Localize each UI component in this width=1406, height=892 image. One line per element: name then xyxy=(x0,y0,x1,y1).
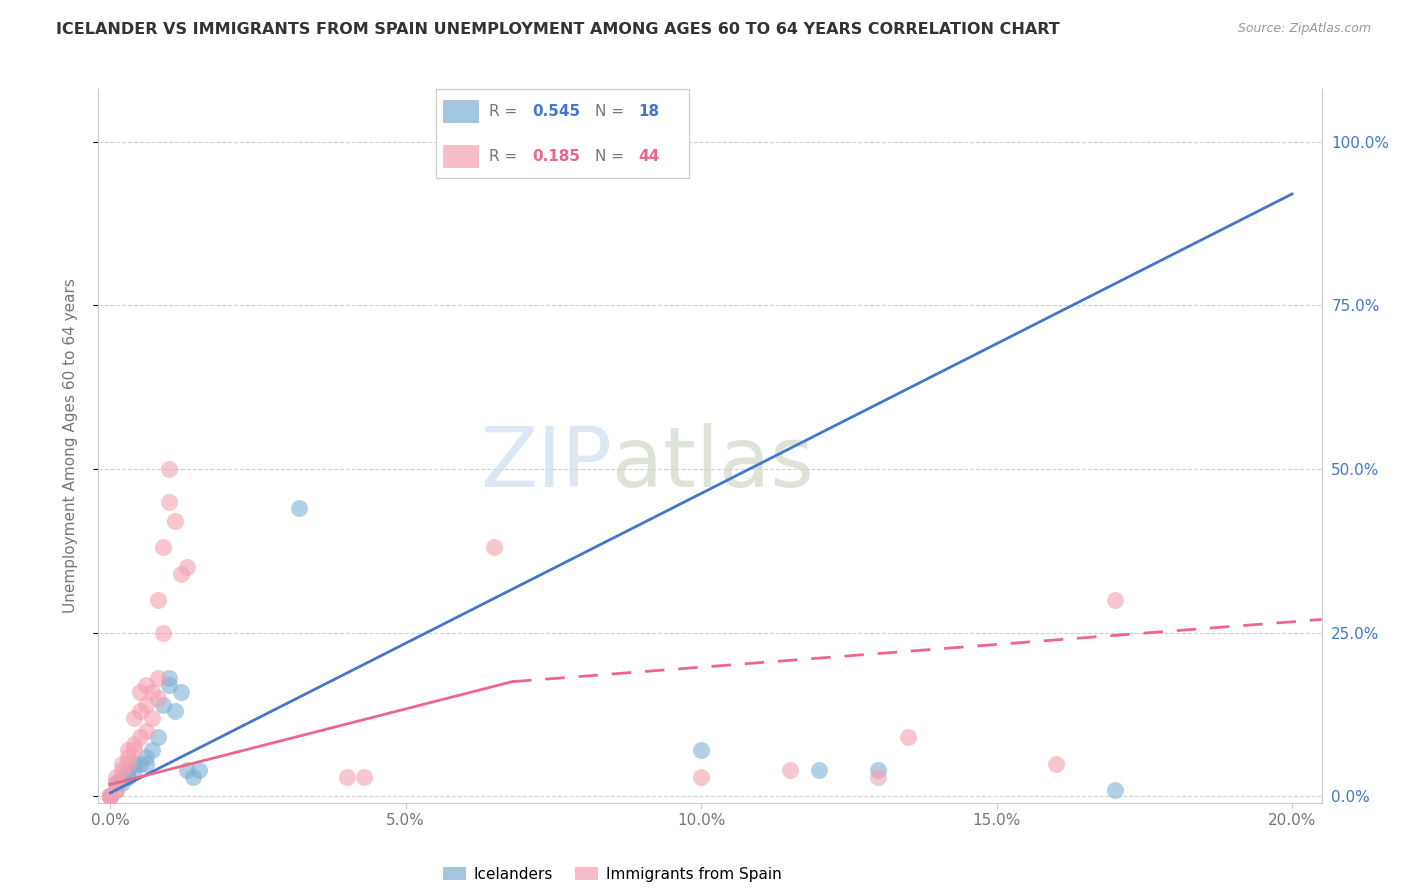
Text: ZIP: ZIP xyxy=(481,424,612,504)
Point xyxy=(128,731,150,745)
Point xyxy=(98,789,121,804)
Point xyxy=(105,782,128,797)
Point xyxy=(117,743,139,757)
Point xyxy=(690,770,713,784)
Point xyxy=(181,770,204,784)
Point xyxy=(336,770,359,784)
Point xyxy=(157,678,180,692)
Bar xyxy=(443,100,479,123)
Point xyxy=(111,756,134,771)
Point xyxy=(1104,592,1126,607)
Point xyxy=(122,737,145,751)
Point xyxy=(98,789,121,804)
Text: 0.545: 0.545 xyxy=(531,104,581,119)
Point xyxy=(105,782,128,797)
Point xyxy=(98,789,121,804)
Point xyxy=(484,541,506,555)
Point xyxy=(98,789,121,804)
Point xyxy=(98,789,121,804)
Bar xyxy=(443,145,479,168)
Legend: Icelanders, Immigrants from Spain: Icelanders, Immigrants from Spain xyxy=(436,861,787,888)
Point xyxy=(141,684,163,698)
Point xyxy=(146,592,169,607)
Point xyxy=(779,763,801,777)
Point xyxy=(111,776,134,790)
Point xyxy=(157,494,180,508)
Point xyxy=(288,501,311,516)
Point xyxy=(141,743,163,757)
Point xyxy=(105,770,128,784)
Text: N =: N = xyxy=(595,104,624,119)
Point xyxy=(122,756,145,771)
Point xyxy=(105,776,128,790)
Text: R =: R = xyxy=(489,104,517,119)
Point xyxy=(122,711,145,725)
Point xyxy=(117,756,139,771)
Point xyxy=(122,743,145,757)
Point xyxy=(105,776,128,790)
Point xyxy=(176,763,198,777)
Point xyxy=(897,731,920,745)
Point xyxy=(111,770,134,784)
Point xyxy=(170,566,193,581)
Point xyxy=(690,743,713,757)
Point xyxy=(117,763,139,777)
Point xyxy=(135,756,157,771)
Y-axis label: Unemployment Among Ages 60 to 64 years: Unemployment Among Ages 60 to 64 years xyxy=(63,278,77,614)
Point xyxy=(157,672,180,686)
Point xyxy=(105,776,128,790)
Text: R =: R = xyxy=(489,149,517,163)
Point xyxy=(117,770,139,784)
Point xyxy=(152,541,174,555)
Point xyxy=(176,560,198,574)
Point xyxy=(135,723,157,738)
Point xyxy=(152,698,174,712)
Text: N =: N = xyxy=(595,149,624,163)
Text: 0.185: 0.185 xyxy=(531,149,581,163)
Point xyxy=(135,678,157,692)
Point xyxy=(152,625,174,640)
Point xyxy=(98,789,121,804)
Point xyxy=(117,750,139,764)
Point xyxy=(868,763,890,777)
Point xyxy=(165,704,187,718)
Point xyxy=(868,770,890,784)
Point xyxy=(1104,782,1126,797)
Point xyxy=(128,756,150,771)
Point xyxy=(128,704,150,718)
Point xyxy=(98,789,121,804)
Point xyxy=(165,514,187,528)
Point xyxy=(98,789,121,804)
Point xyxy=(1045,756,1067,771)
Point xyxy=(146,672,169,686)
Text: 18: 18 xyxy=(638,104,659,119)
Text: atlas: atlas xyxy=(612,424,814,504)
Point xyxy=(170,684,193,698)
Point xyxy=(141,711,163,725)
Point xyxy=(135,698,157,712)
Point xyxy=(808,763,831,777)
Point xyxy=(353,770,375,784)
Point xyxy=(128,684,150,698)
Point xyxy=(135,750,157,764)
Point xyxy=(187,763,209,777)
Point xyxy=(111,763,134,777)
Text: 44: 44 xyxy=(638,149,659,163)
Point xyxy=(146,691,169,706)
Point xyxy=(98,789,121,804)
Text: ICELANDER VS IMMIGRANTS FROM SPAIN UNEMPLOYMENT AMONG AGES 60 TO 64 YEARS CORREL: ICELANDER VS IMMIGRANTS FROM SPAIN UNEMP… xyxy=(56,22,1060,37)
Point xyxy=(122,763,145,777)
Point xyxy=(146,731,169,745)
Point xyxy=(157,462,180,476)
Text: Source: ZipAtlas.com: Source: ZipAtlas.com xyxy=(1237,22,1371,36)
